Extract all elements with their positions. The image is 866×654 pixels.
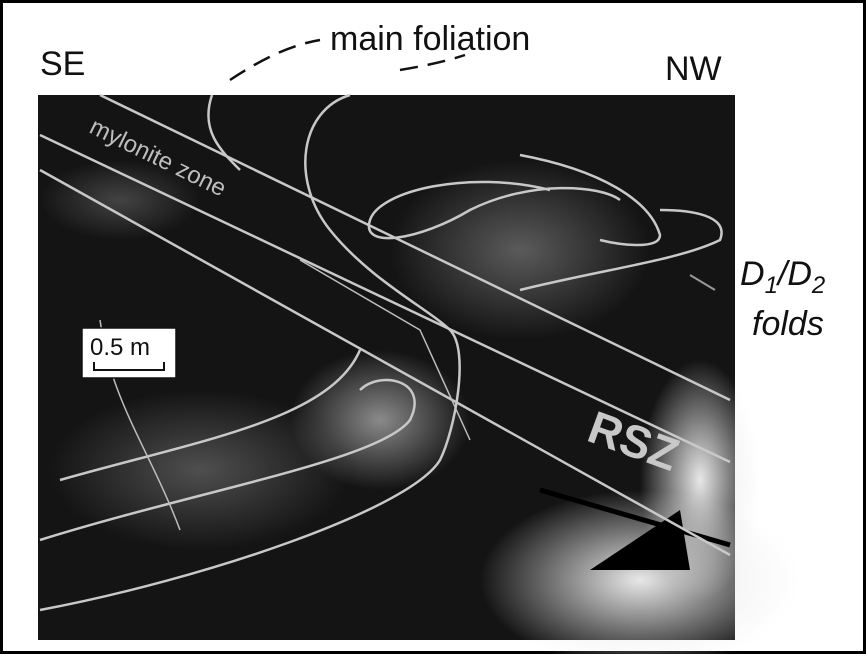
folds-caption: folds: [752, 305, 824, 343]
foliation-dash: [229, 38, 466, 82]
photo: [38, 95, 800, 654]
annotation-lines: [39, 93, 731, 612]
main-foliation-label: main foliation: [330, 20, 530, 58]
sub2: 2: [811, 272, 825, 299]
d1: D: [740, 255, 765, 293]
scale-bar: 0.5 m: [81, 327, 177, 379]
scale-bar-label: 0.5 m: [90, 334, 150, 361]
sub1: 1: [765, 272, 778, 299]
se-label: SE: [40, 45, 85, 83]
folds-label: D1/D2: [740, 255, 825, 299]
d2: /D: [776, 255, 812, 293]
nw-label: NW: [665, 50, 722, 88]
